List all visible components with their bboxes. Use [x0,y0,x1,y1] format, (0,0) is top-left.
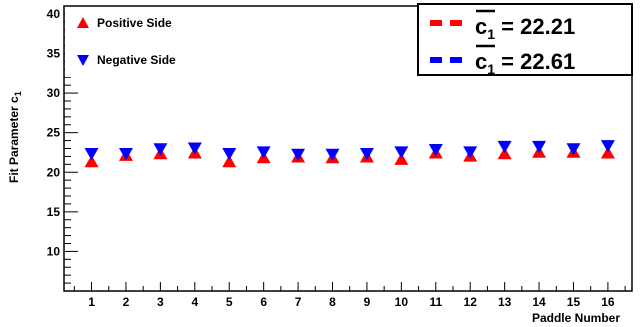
y-tick-label: 25 [47,126,61,140]
positive-side-marker [600,146,615,159]
legend: Positive Side Negative Side [65,7,205,77]
x-tick-label: 12 [464,295,478,309]
legend-positive-marker [77,17,89,28]
x-tick-labels: 1 2 3 4 5 6 7 8 9 10 11 12 13 14 15 16 [88,295,615,309]
x-tick-label: 15 [567,295,581,309]
mean-positive-label: c1 = 22.21 [475,14,575,42]
negative-side-marker [463,146,478,159]
negative-side-marker [394,146,409,159]
x-tick-label: 7 [295,295,302,309]
mean-positive-symbol: c [475,14,487,39]
legend-negative-label: Negative Side [97,53,176,67]
x-tick-label: 16 [601,295,615,309]
data-markers [84,140,615,168]
x-tick-label: 1 [88,295,95,309]
negative-side-marker [566,143,581,156]
y-axis-title-subscript: 1 [13,91,23,96]
mean-positive-value: = 22.21 [495,14,575,39]
negative-side-marker [291,148,306,162]
y-axis-title-text: Fit Parameter c [7,96,21,183]
negative-side-marker [600,140,615,153]
positive-side-marker [497,147,512,160]
mean-box-frame [417,3,633,76]
negative-side-marker [497,140,512,154]
negative-side-marker [153,143,168,156]
y-tick-label: 35 [47,47,61,61]
y-tick-label: 30 [47,86,61,100]
mean-negative-symbol: c [475,49,487,74]
x-tick-label: 2 [123,295,130,309]
negative-side-marker [118,148,133,161]
y-tick-label: 40 [47,7,61,21]
negative-side-marker [222,148,237,161]
negative-side-marker [325,148,340,162]
y-tick-label: 15 [47,205,61,219]
y-tick-label: 10 [47,244,61,258]
mean-positive-subscript: 1 [487,26,495,42]
x-tick-label: 3 [157,295,164,309]
positive-side-marker [84,154,99,168]
negative-side-marker [84,148,99,161]
x-axis-title: Paddle Number [532,311,620,325]
mean-value-box: c1 = 22.21 c1 = 22.61 [417,3,633,77]
x-tick-label: 8 [329,295,336,309]
y-tick-label: 20 [47,165,61,179]
negative-side-marker [532,140,547,154]
legend-box [65,7,205,77]
x-tick-label: 14 [532,295,546,309]
legend-positive-label: Positive Side [97,16,172,30]
positive-side-marker [222,154,237,168]
mean-negative-value: = 22.61 [495,49,575,74]
negative-side-marker [256,146,271,159]
legend-negative-marker [77,55,89,66]
y-tick-labels: 10 15 20 25 30 35 40 [47,7,61,259]
mean-negative-label: c1 = 22.61 [475,49,575,77]
x-tick-label: 4 [191,295,198,309]
x-tick-label: 13 [498,295,512,309]
x-tick-label: 9 [364,295,371,309]
mean-negative-subscript: 1 [487,61,495,77]
negative-side-marker [359,148,374,161]
x-tick-label: 10 [395,295,409,309]
x-tick-label: 6 [260,295,267,309]
x-tick-label: 11 [429,295,442,309]
negative-side-marker [187,142,202,155]
negative-side-marker [428,144,443,157]
y-axis-title: Fit Parameter c1 [7,91,23,183]
x-tick-label: 5 [226,295,233,309]
positive-side-marker [394,152,409,165]
